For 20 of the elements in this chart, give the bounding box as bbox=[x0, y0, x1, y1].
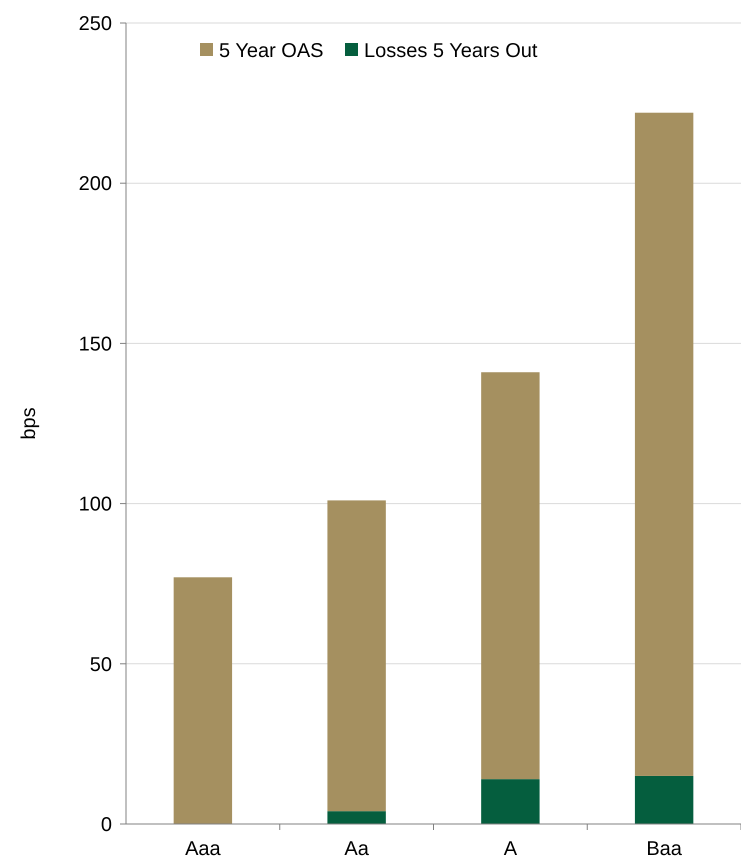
bar bbox=[634, 776, 694, 824]
y-axis-title: bps bbox=[18, 407, 40, 440]
x-tick-label: A bbox=[504, 838, 518, 860]
bar bbox=[327, 500, 386, 812]
legend-label: 5 Year OAS bbox=[219, 40, 324, 62]
y-tick-label: 150 bbox=[78, 333, 112, 356]
bar bbox=[634, 112, 694, 776]
legend-label: Losses 5 Years Out bbox=[364, 40, 538, 62]
y-tick-label: 50 bbox=[90, 654, 112, 676]
y-tick-label: 200 bbox=[78, 173, 112, 196]
x-tick-label: Baa bbox=[646, 838, 683, 860]
bar bbox=[481, 372, 540, 780]
y-tick-label: 100 bbox=[78, 494, 112, 516]
bar bbox=[327, 811, 386, 824]
x-tick-label: Aaa bbox=[185, 838, 222, 860]
y-tick-label: 0 bbox=[100, 814, 112, 836]
bar bbox=[481, 779, 540, 824]
x-tick-label: Aa bbox=[344, 838, 370, 860]
bar bbox=[174, 577, 232, 824]
y-tick-label: 250 bbox=[78, 13, 112, 35]
